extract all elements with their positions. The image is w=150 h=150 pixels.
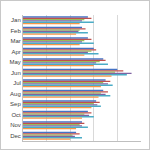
svg-text:Jul: Jul (13, 80, 21, 86)
svg-text:Feb: Feb (10, 28, 21, 34)
svg-text:Jan: Jan (11, 17, 21, 23)
svg-text:Apr: Apr (11, 49, 20, 55)
svg-text:May: May (9, 59, 20, 65)
svg-text:Jun: Jun (11, 70, 21, 76)
svg-text:Nov: Nov (10, 122, 21, 128)
svg-text:Dec: Dec (10, 133, 21, 139)
svg-text:Oct: Oct (11, 112, 21, 118)
svg-text:Sep: Sep (10, 101, 21, 107)
svg-text:Aug: Aug (10, 91, 21, 97)
svg-text:Mar: Mar (10, 38, 20, 44)
